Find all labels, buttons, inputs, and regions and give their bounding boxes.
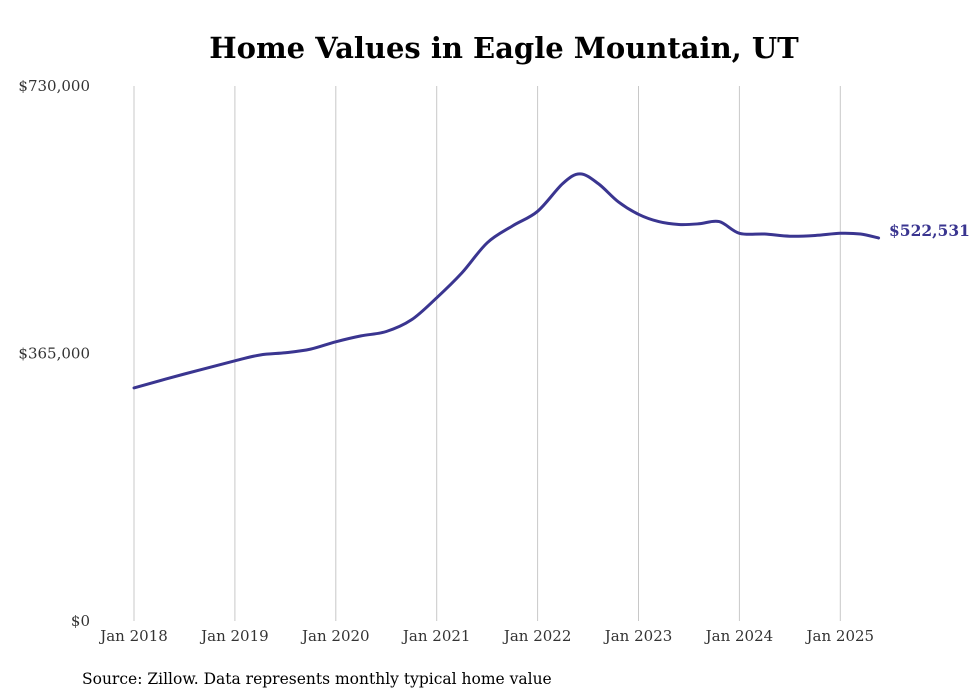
- x-tick-label: Jan 2025: [805, 627, 875, 645]
- x-tick-label: Jan 2018: [98, 627, 168, 645]
- end-value-label: $522,531: [889, 221, 970, 240]
- source-note: Source: Zillow. Data represents monthly …: [82, 670, 552, 688]
- x-tick-label: Jan 2022: [502, 627, 572, 645]
- gridlines: [133, 86, 841, 621]
- chart-title: Home Values in Eagle Mountain, UT: [209, 31, 799, 65]
- x-tick-label: Jan 2019: [199, 627, 269, 645]
- y-tick-label: $730,000: [18, 77, 90, 95]
- x-tick-label: Jan 2021: [401, 627, 471, 645]
- y-axis-ticks: $0 $365,000 $730,000: [18, 77, 90, 630]
- x-tick-label: Jan 2024: [704, 627, 774, 645]
- y-tick-label: $0: [71, 612, 90, 630]
- y-tick-label: $365,000: [18, 345, 90, 363]
- x-axis-ticks: Jan 2018 Jan 2019 Jan 2020 Jan 2021 Jan 2022…: [98, 627, 874, 645]
- series-line-home-value: [132, 172, 881, 390]
- x-tick-label: Jan 2020: [300, 627, 370, 645]
- x-tick-label: Jan 2023: [603, 627, 673, 645]
